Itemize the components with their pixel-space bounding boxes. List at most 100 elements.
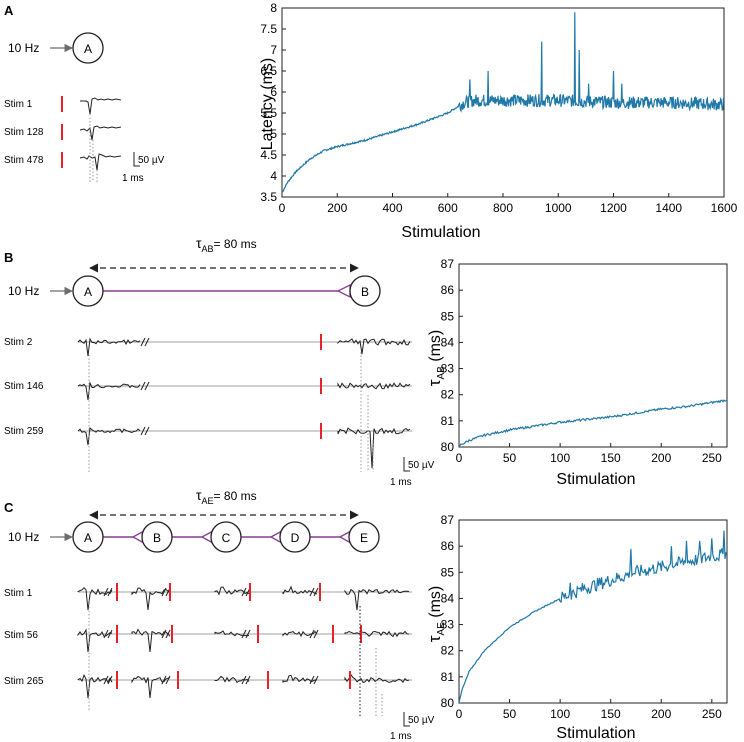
- panel-a-stim-3: Stim 478: [4, 155, 44, 166]
- neuron-a: [72, 275, 104, 307]
- trace-a-1: [80, 97, 122, 115]
- y-tick-label: 83: [441, 362, 455, 376]
- trace-segment: [337, 338, 411, 355]
- break-mark: [103, 587, 109, 597]
- break-mark: [161, 587, 167, 597]
- data-series-line: [281, 12, 725, 194]
- plot-frame: [458, 519, 728, 704]
- scale-bar: [133, 152, 140, 167]
- neuron-label: A: [84, 531, 92, 545]
- y-tick-label: 85: [441, 309, 455, 323]
- trace-segment: [214, 586, 250, 596]
- scale-time: 1 ms: [390, 477, 412, 488]
- neuron-a: [72, 32, 104, 64]
- panel-c-stim-3: Stim 265: [4, 676, 44, 687]
- panel-a-stim-1: Stim 1: [4, 99, 33, 110]
- x-tick-label: 50: [503, 451, 517, 465]
- y-tick-label: 6: [270, 85, 277, 99]
- x-tick-label: 0: [456, 707, 463, 721]
- y-tick-label: 6.5: [260, 64, 277, 78]
- panel-c-stim-1: Stim 1: [4, 588, 33, 599]
- break-mark: [103, 629, 109, 639]
- break-mark: [107, 675, 113, 685]
- x-tick-label: 600: [438, 201, 458, 215]
- scale-voltage: 50 µV: [408, 715, 435, 726]
- trace-segment: [77, 337, 141, 357]
- trace-segment: [77, 586, 113, 611]
- break-mark: [165, 629, 171, 639]
- chart-a-xlabel: Stimulation: [401, 224, 480, 241]
- trace-segment: [337, 427, 411, 469]
- trace-a-3: [79, 153, 122, 171]
- y-tick-label: 80: [441, 440, 455, 454]
- neuron-label: B: [153, 531, 161, 545]
- x-tick-label: 200: [651, 451, 671, 465]
- x-tick-label: 800: [493, 201, 513, 215]
- trace-segment: [344, 588, 410, 611]
- y-tick-label: 82: [441, 644, 455, 658]
- neuron-a-label: A: [84, 42, 92, 56]
- y-tick-label: 7.5: [260, 22, 277, 36]
- y-tick-label: 81: [441, 414, 455, 428]
- y-tick-label: 4: [270, 169, 277, 183]
- scale-time: 1 ms: [390, 731, 412, 742]
- trace-segment: [131, 587, 171, 611]
- x-tick-label: 400: [382, 201, 402, 215]
- synapse-triangle: [336, 283, 351, 299]
- y-tick-label: 85: [441, 565, 455, 579]
- neuron-label: D: [291, 531, 300, 545]
- break-mark: [165, 675, 171, 685]
- y-tick-label: 87: [441, 257, 455, 271]
- break-mark: [107, 629, 113, 639]
- panel-a-input-label: 10 Hz: [8, 41, 39, 55]
- panel-b-stim-3: Stim 259: [4, 426, 44, 437]
- x-tick-label: 250: [702, 451, 722, 465]
- y-tick-label: 80: [441, 696, 455, 710]
- trace-segment: [214, 675, 250, 684]
- trace-segment: [282, 585, 317, 595]
- y-tick-label: 84: [441, 591, 455, 605]
- neuron-b: [349, 275, 381, 307]
- neuron-label: C: [222, 531, 231, 545]
- break-mark: [309, 675, 315, 685]
- panel-a: A 10 Hz A Stim 1 Stim 128 Stim 478 50 µV…: [4, 3, 165, 184]
- x-tick-label: 100: [550, 451, 570, 465]
- break-mark: [313, 675, 319, 685]
- neuron-chain: A B C D E: [72, 521, 380, 553]
- neuron: [141, 521, 173, 553]
- x-tick-label: 0: [456, 451, 463, 465]
- trace-segment: [337, 382, 411, 390]
- chart-a: Latency (ms) Stimulation 0 200 400 600 800 10…: [259, 1, 738, 241]
- y-tick-label: 5: [270, 127, 277, 141]
- panel-b-input-label: 10 Hz: [8, 284, 39, 298]
- panel-c-letter: C: [4, 500, 14, 515]
- trace-segment: [77, 426, 141, 446]
- chart-b-ylabel: τAB (ms): [425, 330, 447, 387]
- panel-b-stim-1: Stim 2: [4, 337, 33, 348]
- panel-c-input-label: 10 Hz: [8, 530, 39, 544]
- chart-c: τAE (ms) Stimulation 0 50 100 150 200 250 80 81…: [425, 513, 728, 742]
- x-tick-label: 150: [601, 707, 621, 721]
- scale-bar: [403, 712, 410, 727]
- neuron: [72, 521, 104, 553]
- break-mark: [241, 587, 247, 597]
- y-tick-label: 7: [270, 43, 277, 57]
- panel-a-stim-2: Stim 128: [4, 127, 44, 138]
- y-tick-label: 5.5: [260, 106, 277, 120]
- trace-segment: [282, 630, 318, 638]
- panel-b-letter: B: [4, 250, 13, 265]
- break-mark: [309, 587, 315, 597]
- x-tick-label: 250: [702, 707, 722, 721]
- break-mark: [140, 381, 146, 391]
- trace-segment: [344, 630, 410, 638]
- x-tick-label: 1600: [711, 201, 738, 215]
- break-mark: [140, 426, 146, 436]
- y-tick-label: 86: [441, 539, 455, 553]
- panel-a-letter: A: [4, 3, 14, 18]
- traces-c: [77, 583, 412, 699]
- chart-a-ylabel: Latency (ms): [259, 58, 276, 150]
- y-tick-label: 82: [441, 388, 455, 402]
- panel-b-stim-2: Stim 146: [4, 381, 44, 392]
- chart-b: τAB (ms) Stimulation 0 50 100 150 200 250 80 81…: [425, 257, 728, 488]
